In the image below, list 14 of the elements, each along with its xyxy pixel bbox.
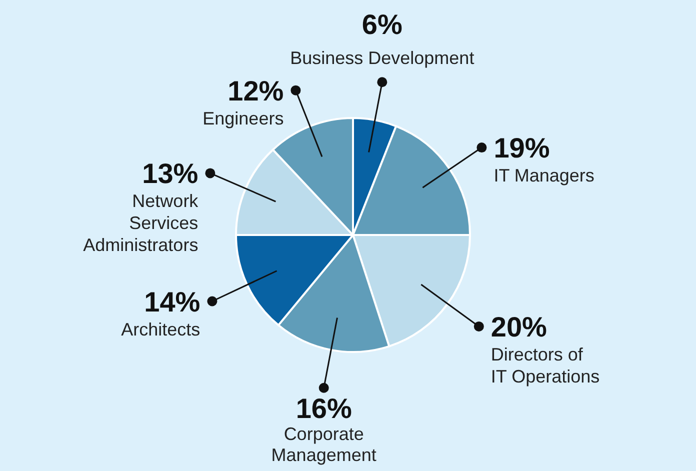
slice-label: IT Managers — [494, 166, 594, 186]
data-label: 19% — [494, 132, 550, 164]
data-label: 14% — [144, 286, 200, 318]
data-label: 12% — [228, 75, 284, 106]
slice-label: Directors of IT Operations — [490, 344, 600, 386]
data-label: 16% — [296, 392, 352, 424]
data-label: 6% — [362, 9, 402, 40]
slice-label: Business Development — [290, 48, 474, 68]
slice-label: Corporate Management — [271, 424, 376, 465]
slice-label: Architects — [121, 319, 200, 340]
data-label: 20% — [490, 311, 548, 342]
slice-label: Network Services Administrators — [83, 191, 200, 256]
data-label: 13% — [142, 158, 198, 190]
slice-label: Engineers — [202, 108, 284, 128]
